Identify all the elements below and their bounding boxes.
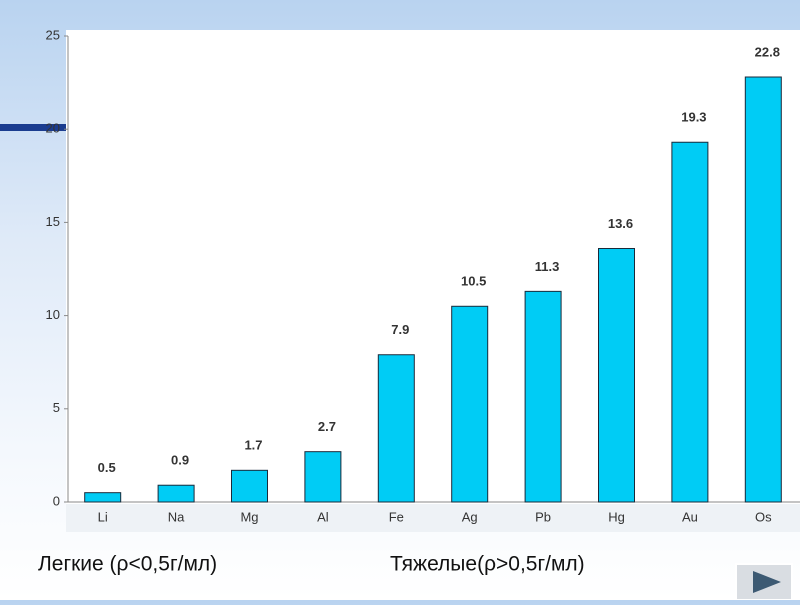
bar	[231, 469, 268, 503]
x-tick-label: Hg	[608, 509, 625, 524]
x-tick-label: Na	[168, 509, 185, 524]
data-label: 13.6	[608, 216, 633, 231]
bar	[671, 141, 709, 503]
x-tick-label: Pb	[535, 509, 551, 524]
data-label: 0.5	[98, 460, 116, 475]
bar	[304, 451, 342, 503]
bar	[84, 492, 122, 503]
y-tick-label: 25	[46, 27, 60, 42]
data-label: 22.8	[755, 44, 780, 59]
y-tick-label: 0	[53, 493, 60, 508]
annotation: Тяжелые(ρ>0,5г/мл)	[390, 553, 585, 576]
data-label: 19.3	[681, 110, 706, 125]
data-label: 2.7	[318, 419, 336, 434]
x-tick-label: Ag	[462, 509, 478, 524]
bar	[451, 305, 489, 503]
x-tick-label: Al	[317, 509, 329, 524]
y-tick-label: 15	[46, 214, 60, 229]
data-label: 7.9	[391, 322, 409, 337]
next-button[interactable]	[735, 563, 793, 601]
x-tick-label: Os	[755, 509, 772, 524]
y-tick-label: 20	[46, 121, 60, 136]
x-tick-label: Au	[682, 509, 698, 524]
annotation: Легкие (ρ<0,5г/мл)	[38, 553, 217, 576]
data-label: 10.5	[461, 274, 486, 289]
bar	[157, 484, 195, 503]
decor-bar	[0, 124, 70, 131]
x-tick-label: Fe	[389, 509, 404, 524]
y-tick-label: 5	[53, 400, 60, 415]
data-label: 1.7	[244, 438, 262, 453]
bar	[524, 290, 562, 503]
y-tick-label: 10	[46, 307, 60, 322]
x-tick-label: Li	[98, 509, 108, 524]
data-label: 11.3	[535, 259, 560, 274]
bar	[377, 354, 415, 503]
x-tick-label: Mg	[240, 509, 258, 524]
bar	[744, 76, 782, 503]
play-icon[interactable]	[753, 571, 781, 593]
data-label: 0.9	[171, 453, 189, 468]
category-band	[66, 504, 800, 532]
bar	[598, 247, 635, 503]
